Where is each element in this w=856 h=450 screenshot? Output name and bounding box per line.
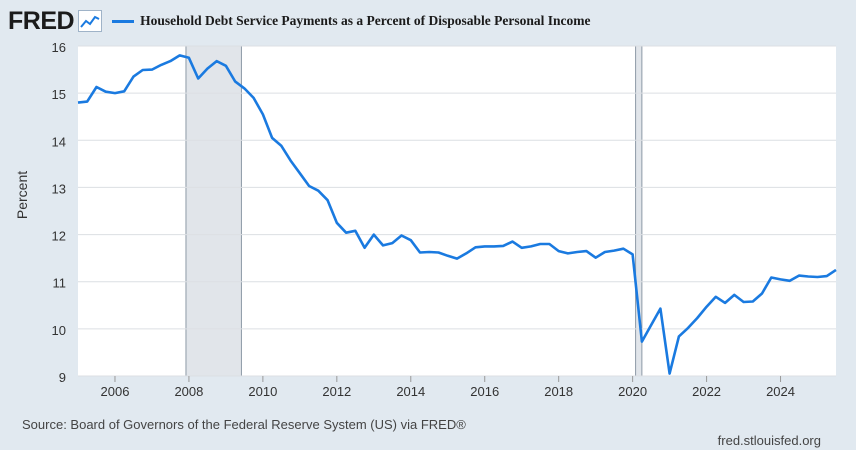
x-tick-label-2024: 2024 (766, 384, 795, 399)
x-tick-label-2006: 2006 (101, 384, 130, 399)
y-axis-label: Percent (14, 171, 30, 219)
line-chart-icon (78, 10, 103, 32)
series-line-0 (77, 54, 837, 375)
x-tick-label-2016: 2016 (470, 384, 499, 399)
site-url[interactable]: fred.stlouisfed.org (717, 433, 821, 448)
source-note: Source: Board of Governors of the Federa… (22, 417, 466, 432)
x-tick-label-2010: 2010 (248, 384, 277, 399)
chart-header: FRED Household Debt Service Payments as … (8, 6, 591, 36)
x-tick-label-2012: 2012 (322, 384, 351, 399)
y-tick-label-10: 10 (52, 323, 66, 338)
legend-label[interactable]: Household Debt Service Payments as a Per… (140, 13, 591, 28)
x-tick-label-2014: 2014 (396, 384, 425, 399)
x-tick-label-2008: 2008 (174, 384, 203, 399)
y-tick-label-11: 11 (53, 276, 67, 291)
y-tick-label-16: 16 (52, 40, 66, 55)
recession-band-0 (185, 45, 242, 377)
x-tick-label-2018: 2018 (544, 384, 573, 399)
y-tick-label-12: 12 (52, 229, 66, 244)
fred-logo[interactable]: FRED (8, 6, 75, 35)
y-tick-label-9: 9 (59, 370, 66, 385)
x-tick-label-2022: 2022 (692, 384, 721, 399)
line-chart[interactable]: 9 10 11 12 13 14 15 16 2006 2008 2010 2012 2014 2016 2… (0, 0, 856, 410)
y-tick-label-14: 14 (52, 134, 66, 149)
y-tick-label-15: 15 (52, 87, 66, 102)
legend: Household Debt Service Payments as a Per… (112, 13, 591, 29)
x-tick-label-2020: 2020 (618, 384, 647, 399)
legend-swatch (112, 19, 135, 23)
y-tick-label-13: 13 (52, 181, 66, 196)
